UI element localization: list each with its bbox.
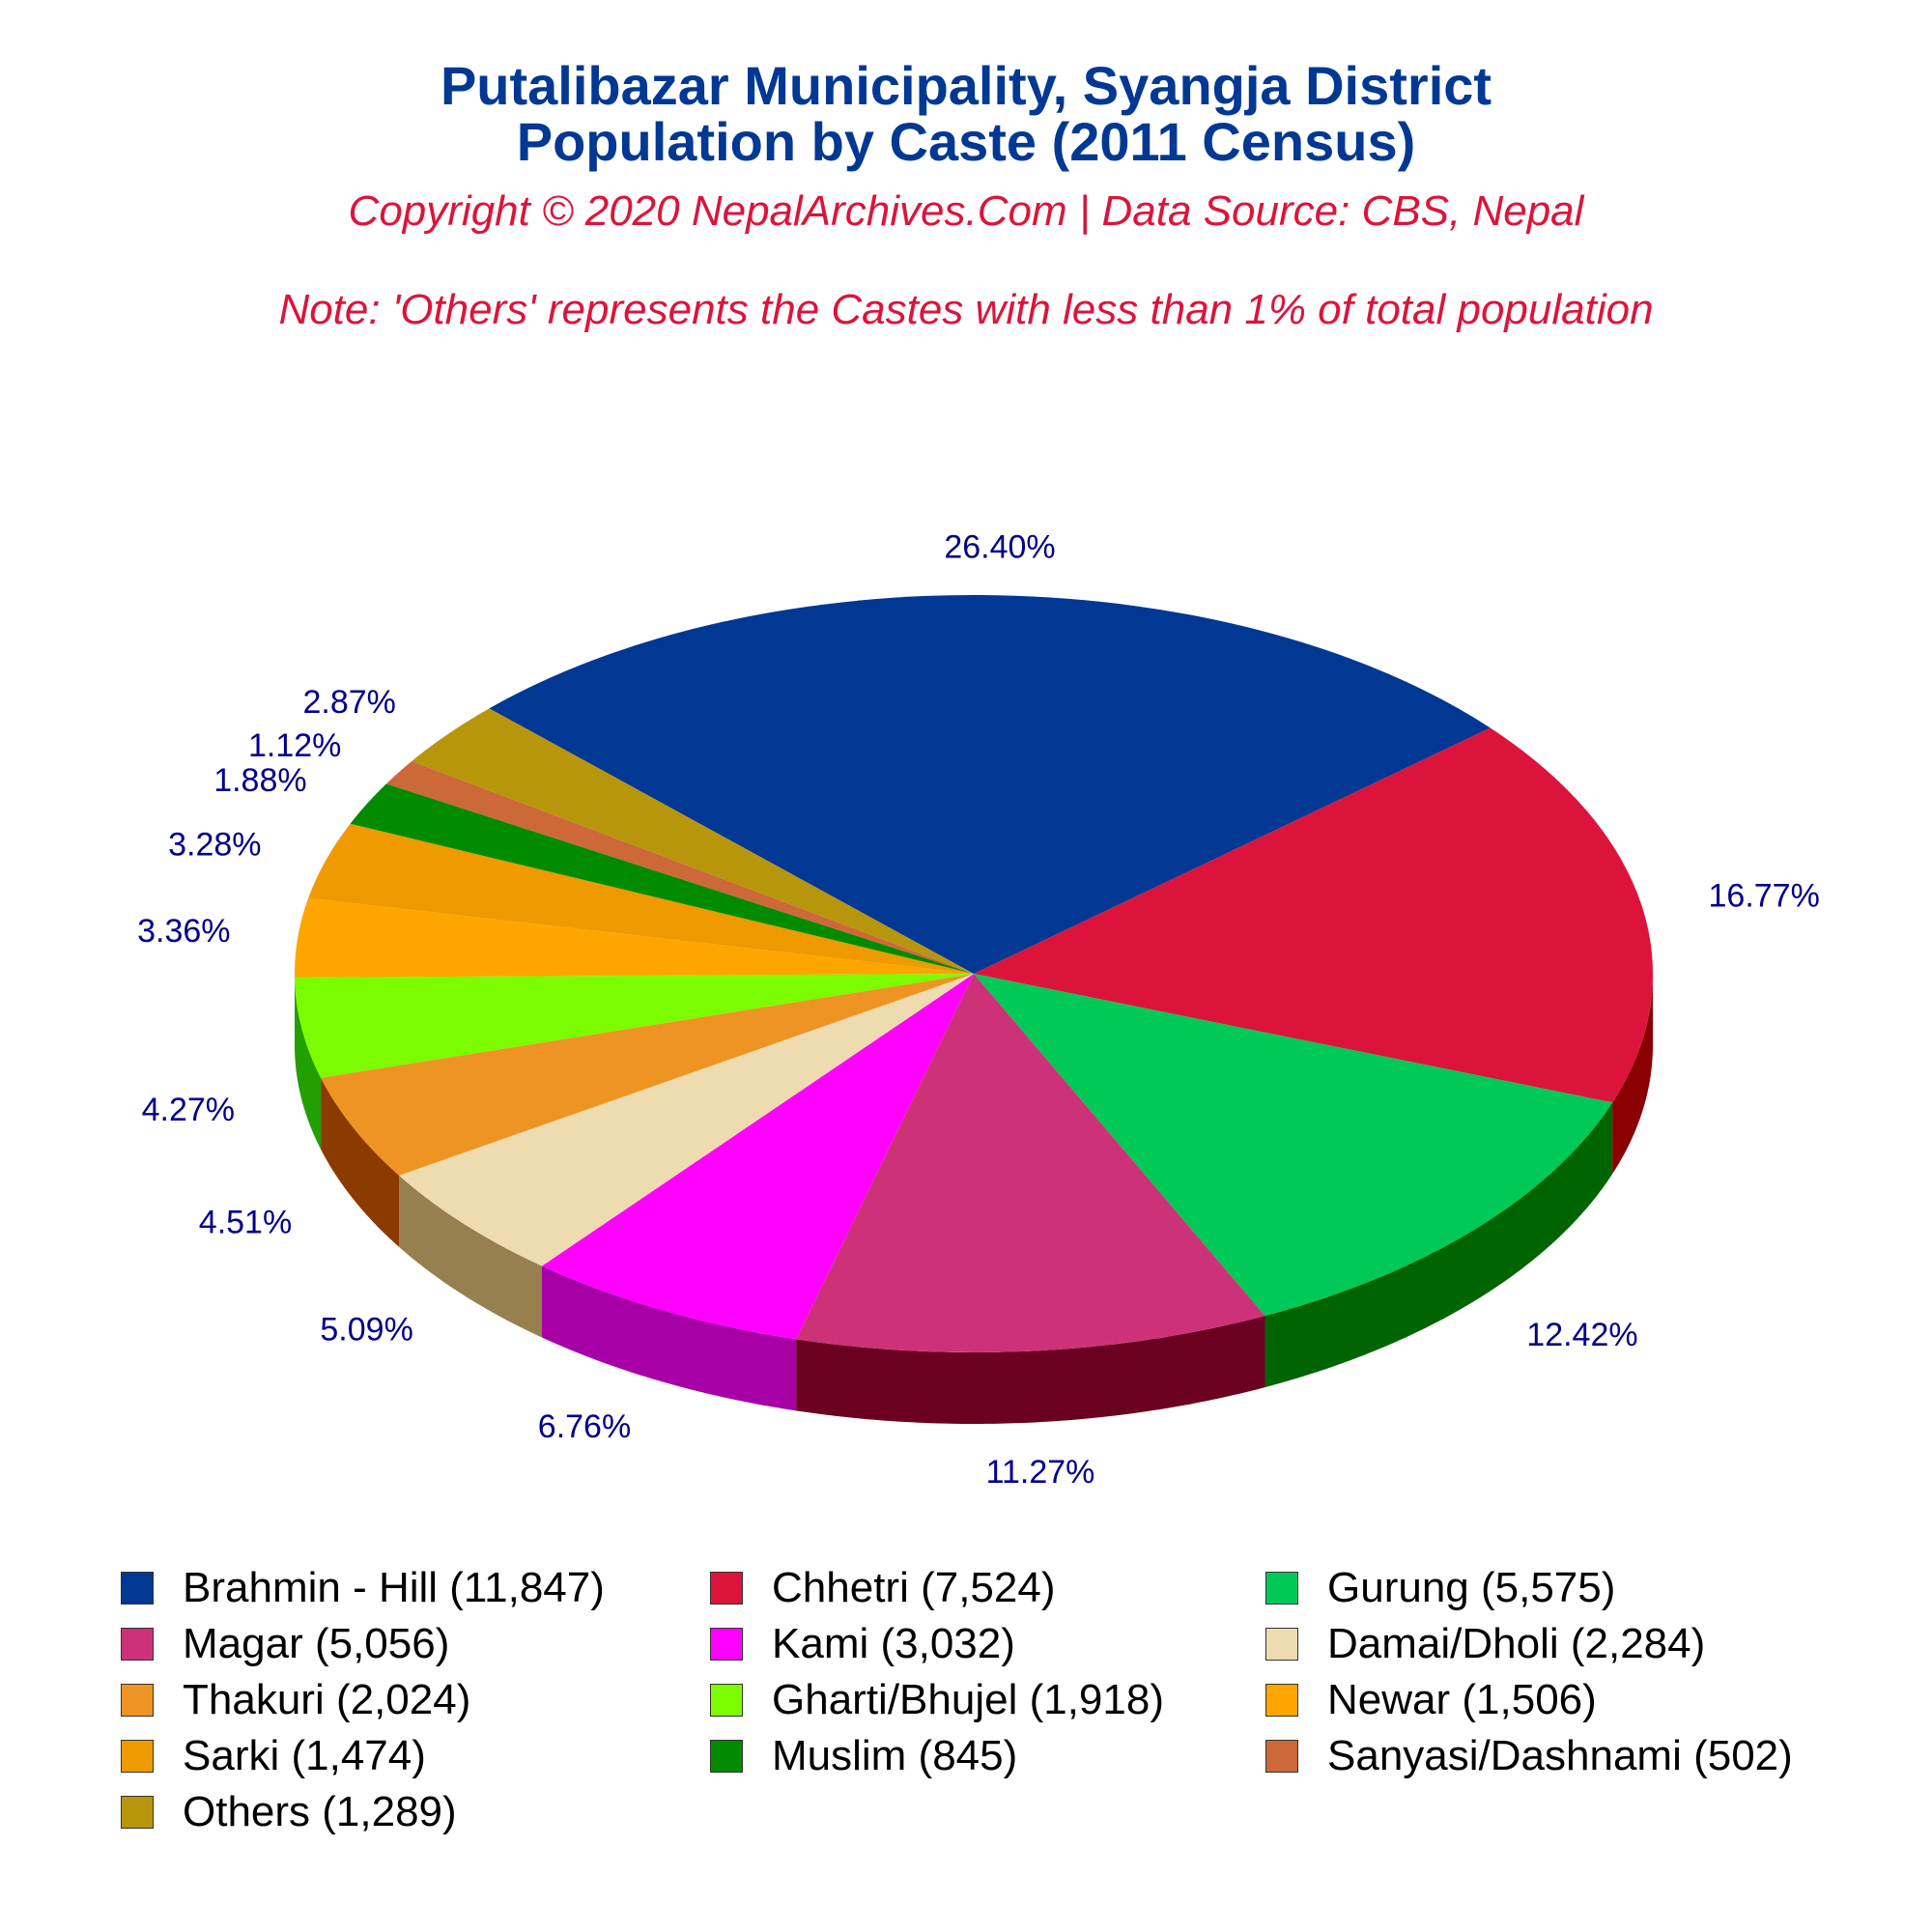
legend-item: Others (1,289) — [121, 1787, 710, 1837]
legend-swatch — [710, 1740, 743, 1773]
legend-swatch — [710, 1684, 743, 1717]
legend-item: Sarki (1,474) — [121, 1731, 710, 1781]
legend-label: Kami (3,032) — [772, 1620, 1015, 1668]
legend-label: Muslim (845) — [772, 1732, 1017, 1780]
legend-item: Muslim (845) — [710, 1731, 1265, 1781]
legend-item: Sanyasi/Dashnami (502) — [1265, 1731, 1806, 1781]
legend-swatch — [1265, 1684, 1298, 1717]
pie-label-kami: 6.76% — [538, 1408, 631, 1445]
pie-label-gurung: 12.42% — [1526, 1317, 1637, 1353]
legend-item: Chhetri (7,524) — [710, 1563, 1265, 1613]
legend-label: Others (1,289) — [183, 1788, 457, 1836]
legend-label: Damai/Dholi (2,284) — [1327, 1620, 1705, 1668]
pie-label-thakuri: 4.51% — [199, 1204, 292, 1240]
legend-label: Chhetri (7,524) — [772, 1564, 1055, 1612]
pie-label-gharti-bhujel: 4.27% — [142, 1092, 235, 1128]
legend-label: Sanyasi/Dashnami (502) — [1327, 1732, 1793, 1780]
pie-label-newar: 3.36% — [137, 913, 230, 950]
legend-label: Gurung (5,575) — [1327, 1564, 1615, 1612]
legend-swatch — [710, 1572, 743, 1605]
legend-label: Gharti/Bhujel (1,918) — [772, 1676, 1164, 1724]
legend-item: Brahmin - Hill (11,847) — [121, 1563, 710, 1613]
legend-swatch — [1265, 1628, 1298, 1661]
legend-swatch — [710, 1628, 743, 1661]
legend-item: Kami (3,032) — [710, 1619, 1265, 1669]
pie-top — [295, 595, 1653, 1352]
legend-swatch — [121, 1796, 154, 1829]
legend-label: Sarki (1,474) — [183, 1732, 426, 1780]
legend-swatch — [121, 1572, 154, 1605]
legend-label: Newar (1,506) — [1327, 1676, 1597, 1724]
pie-label-brahmin-hill: 26.40% — [944, 528, 1055, 565]
pie-label-sarki: 3.28% — [168, 826, 261, 863]
legend-swatch — [1265, 1572, 1298, 1605]
legend-label: Magar (5,056) — [183, 1620, 449, 1668]
legend-item: Magar (5,056) — [121, 1619, 710, 1669]
pie-label-damai-dholi: 5.09% — [320, 1312, 412, 1349]
pie-label-sanyasi-dashnami: 1.12% — [248, 727, 341, 764]
legend-item: Newar (1,506) — [1265, 1675, 1806, 1725]
chart-legend: Brahmin - Hill (11,847) Chhetri (7,524) Gu… — [121, 1563, 1860, 1837]
legend-swatch — [121, 1684, 154, 1717]
legend-swatch — [121, 1740, 154, 1773]
legend-label: Brahmin - Hill (11,847) — [183, 1564, 605, 1612]
pie-label-magar: 11.27% — [986, 1454, 1095, 1491]
legend-item: Damai/Dholi (2,284) — [1265, 1619, 1806, 1669]
legend-swatch — [1265, 1740, 1298, 1773]
legend-swatch — [121, 1628, 154, 1661]
legend-item: Gharti/Bhujel (1,918) — [710, 1675, 1265, 1725]
legend-label: Thakuri (2,024) — [183, 1676, 470, 1724]
pie-label-muslim: 1.88% — [213, 762, 306, 799]
legend-item: Thakuri (2,024) — [121, 1675, 710, 1725]
legend-item: Gurung (5,575) — [1265, 1563, 1806, 1613]
pie-label-chhetri: 16.77% — [1709, 877, 1820, 914]
pie-label-others: 2.87% — [302, 684, 395, 721]
